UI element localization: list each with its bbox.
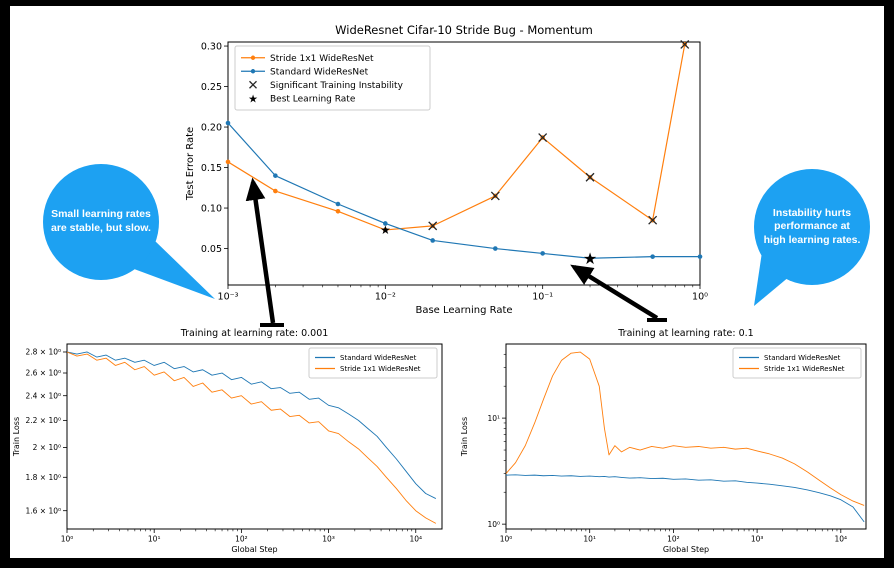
data-point bbox=[225, 159, 231, 165]
legend-label: Stride 1x1 WideResNet bbox=[270, 54, 374, 64]
x-tick-label: 10⁻³ bbox=[218, 292, 239, 303]
x-tick-label: 10⁰ bbox=[61, 535, 74, 544]
callout-right: Instability hurts performance at high le… bbox=[754, 169, 870, 285]
callout-right-text: Instability hurts performance at high le… bbox=[763, 206, 861, 246]
series-line bbox=[228, 122, 700, 259]
legend-label: Stride 1x1 WideResNet bbox=[340, 365, 421, 373]
svg-text:★: ★ bbox=[248, 92, 258, 105]
legend-label: Standard WideResNet bbox=[270, 68, 369, 78]
legend-label: Stride 1x1 WideResNet bbox=[764, 365, 845, 373]
legend-label: Standard WideResNet bbox=[764, 354, 841, 362]
series-line bbox=[67, 351, 437, 524]
y-tick-label: 2 × 10⁰ bbox=[33, 443, 61, 452]
data-point bbox=[335, 208, 341, 214]
bottom-right-chart: 10⁰ 10¹ 10² 10³ 10⁴ 10⁰ 10¹ Training at learnin… bbox=[460, 328, 867, 554]
x-tick-label: 10¹ bbox=[148, 535, 161, 544]
x-tick-label: 10⁴ bbox=[409, 535, 422, 544]
x-tick-label: 10⁻¹ bbox=[532, 292, 553, 303]
x-tick-label: 10¹ bbox=[583, 535, 596, 544]
data-point bbox=[273, 188, 278, 194]
data-point bbox=[493, 246, 498, 251]
series-line bbox=[506, 351, 865, 506]
x-tick-label: 10⁰ bbox=[692, 292, 708, 303]
legend-label: Standard WideResNet bbox=[340, 354, 417, 362]
y-tick-label: 0.15 bbox=[201, 163, 222, 174]
data-point bbox=[273, 173, 278, 178]
legend-label: Significant Training Instability bbox=[270, 81, 404, 91]
data-point bbox=[697, 254, 703, 259]
y-tick-label: 10⁰ bbox=[487, 520, 500, 529]
x-tick-label: 10³ bbox=[751, 535, 764, 544]
y-axis-label: Train Loss bbox=[12, 417, 21, 457]
data-point bbox=[650, 254, 655, 259]
y-tick-label: 1.6 × 10⁰ bbox=[25, 506, 61, 515]
y-tick-label: 2.4 × 10⁰ bbox=[25, 391, 61, 400]
y-tick-label: 2.2 × 10⁰ bbox=[25, 416, 61, 425]
best-lr-star-marker: ★ bbox=[380, 223, 391, 237]
series-line bbox=[506, 474, 865, 523]
legend bbox=[234, 45, 431, 111]
y-tick-label: 10¹ bbox=[487, 414, 500, 423]
chart-title: WideResnet Cifar-10 Stride Bug - Momentu… bbox=[335, 23, 593, 37]
y-tick-label: 0.30 bbox=[201, 41, 222, 52]
best-lr-star-marker: ★ bbox=[583, 249, 597, 268]
plot-border bbox=[505, 343, 867, 530]
y-axis-label: Test Error Rate bbox=[185, 127, 196, 201]
data-point bbox=[383, 221, 388, 226]
legend bbox=[308, 347, 438, 379]
x-tick-label: 10² bbox=[235, 535, 248, 544]
x-tick-label: 10² bbox=[667, 535, 680, 544]
callout-left-text: Small learning rates are stable, but slo… bbox=[51, 208, 151, 234]
y-tick-label: 0.20 bbox=[201, 122, 222, 133]
y-tick-label: 0.10 bbox=[201, 203, 222, 214]
y-tick-label: 1.8 × 10⁰ bbox=[25, 473, 61, 482]
bottom-left-chart: 10⁰ 10¹ 10² 10³ 10⁴ 1.6 × 10⁰ 1.8 × 10⁰ 2 × 10⁰… bbox=[12, 328, 443, 554]
x-axis-label: Global Step bbox=[663, 545, 709, 554]
x-axis-label: Global Step bbox=[231, 545, 277, 554]
series-line bbox=[67, 351, 437, 499]
y-tick-label: 0.05 bbox=[201, 244, 222, 255]
x-axis-label: Base Learning Rate bbox=[415, 305, 512, 316]
chart-title: Training at learning rate: 0.001 bbox=[180, 328, 329, 339]
x-tick-label: 10⁻² bbox=[375, 292, 396, 303]
data-point bbox=[383, 227, 388, 233]
x-tick-label: 10³ bbox=[322, 535, 335, 544]
y-tick-label: 2.8 × 10⁰ bbox=[25, 348, 61, 357]
plot-border bbox=[66, 343, 443, 530]
data-point bbox=[430, 238, 435, 243]
callout-left: Small learning rates are stable, but slo… bbox=[43, 164, 159, 280]
y-tick-label: 0.25 bbox=[201, 82, 222, 93]
data-point bbox=[540, 251, 545, 256]
y-axis-label: Train Loss bbox=[460, 417, 469, 457]
x-tick-label: 10⁴ bbox=[835, 535, 848, 544]
data-point bbox=[225, 120, 231, 126]
top-chart: 10⁻³ 10⁻² 10⁻¹ 10⁰ 0.05 0.10 0.15 0.20 0.25 0.30 W… bbox=[185, 23, 708, 316]
data-point bbox=[587, 255, 593, 261]
data-point bbox=[335, 201, 341, 207]
x-tick-label: 10⁰ bbox=[500, 535, 513, 544]
y-tick-label: 2.6 × 10⁰ bbox=[25, 369, 61, 378]
chart-title: Training at learning rate: 0.1 bbox=[617, 328, 753, 339]
legend-label: Best Learning Rate bbox=[270, 95, 356, 105]
legend bbox=[732, 347, 862, 379]
